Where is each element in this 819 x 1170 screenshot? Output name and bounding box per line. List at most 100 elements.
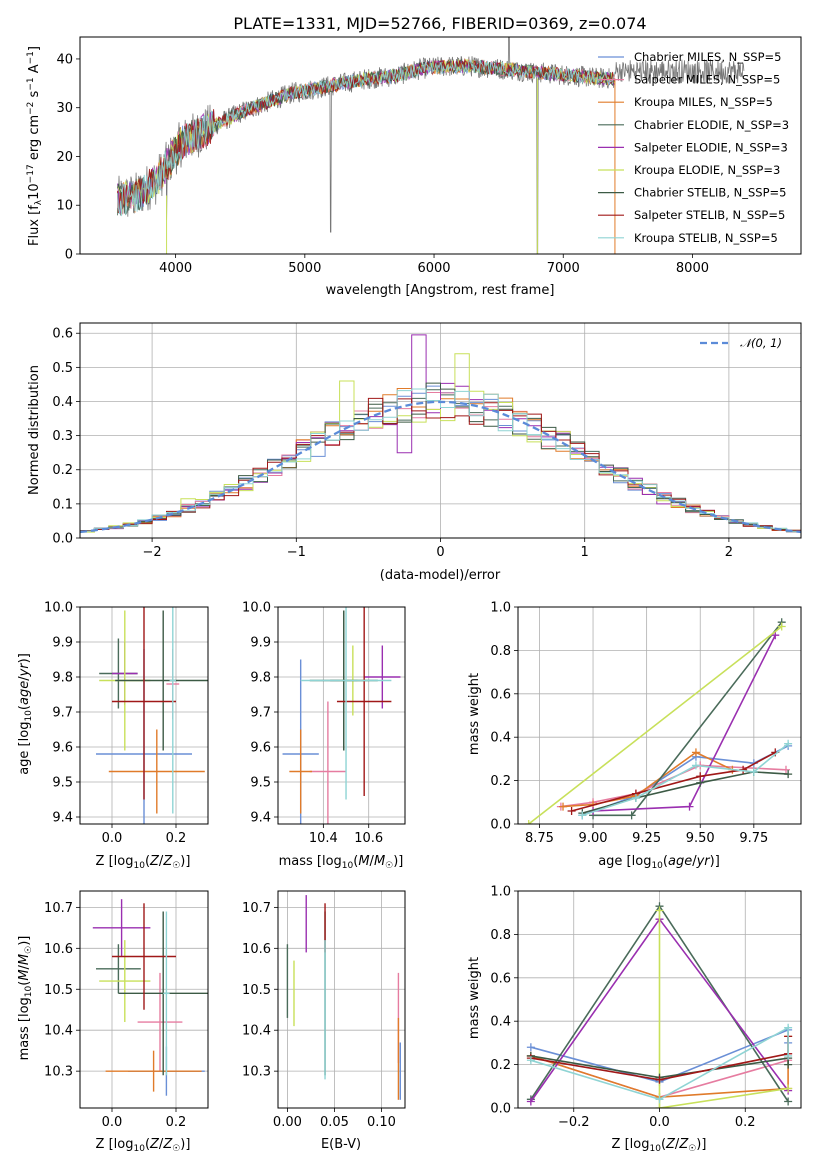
x-tick-label: 0.0 — [102, 831, 123, 846]
x-tick-label: 8000 — [676, 261, 709, 276]
y-tick-label: 10.0 — [242, 601, 271, 616]
y-tick-label: 10.5 — [242, 983, 271, 998]
mZ-xlabel: Z [log10(Z/Z☉)] — [96, 1137, 191, 1154]
ageZ-ylabel: age [log10(age/yr)] — [17, 653, 34, 775]
x-tick-label: 9.50 — [686, 831, 715, 846]
plus-marker — [578, 811, 587, 820]
plus-marker — [567, 806, 576, 815]
age-vs-metallicity-panel: Z [log10(Z/Z☉)] age [log10(age/yr)] 0.0 0… — [17, 601, 209, 871]
y-tick-label: 0.5 — [52, 361, 73, 376]
mass-vs-metallicity-panel: Z [log10(Z/Z☉)] mass [log10(M/M☉)] 0.0 0.… — [17, 890, 209, 1154]
legend-label: Kroupa STELIB, N_SSP=5 — [634, 231, 778, 245]
legend-label: Salpeter STELIB, N_SSP=5 — [634, 208, 785, 222]
mass-vs-ebv-panel: E(B-V) 0.00 0.05 0.10 10.3 10.4 10.5 10.6 10.7 — [242, 890, 406, 1152]
axes-frame — [277, 606, 406, 825]
age-vs-mass-panel: mass [log10(M/M☉)] 10.4 10.6 9.4 9.5 9.6 9.7 9… — [242, 601, 406, 871]
x-tick-label: 9.25 — [632, 831, 661, 846]
plus-marker — [526, 1056, 535, 1065]
plus-marker — [631, 793, 640, 802]
x-tick-label: 2 — [725, 545, 733, 560]
axes-frame — [79, 36, 802, 255]
y-tick-label: 0.6 — [490, 971, 511, 986]
normal-reference-curve — [80, 400, 801, 534]
y-tick-label: 9.7 — [52, 706, 73, 721]
histogram-ylabel: Normed distribution — [27, 365, 42, 495]
plus-marker — [784, 1084, 793, 1093]
y-tick-label: 10 — [56, 199, 73, 214]
y-tick-label: 9.5 — [250, 776, 271, 791]
histogram-step-line — [80, 389, 801, 533]
wZ-ylabel: mass weight — [467, 957, 482, 1039]
axes-frame — [517, 890, 802, 1109]
y-tick-label: 1.0 — [490, 885, 511, 900]
y-tick-label: 40 — [56, 52, 73, 67]
x-tick-label: 10.4 — [309, 831, 338, 846]
plus-marker — [526, 1097, 535, 1106]
clipped-group — [524, 618, 793, 824]
histogram-step-line — [80, 353, 801, 533]
plus-marker — [524, 820, 533, 824]
wZ-xlabel: Z [log10(Z/Z☉)] — [612, 1137, 707, 1154]
plus-marker — [784, 1023, 793, 1032]
y-tick-label: 9.4 — [52, 811, 73, 826]
weight-vs-metallicity-panel: Z [log10(Z/Z☉)] mass weight −0.2 0.0 0.2 0.… — [467, 885, 802, 1154]
y-tick-label: 10.7 — [44, 901, 73, 916]
x-tick-label: 5000 — [288, 261, 321, 276]
y-tick-label: 10.0 — [44, 601, 73, 616]
plus-marker — [784, 770, 793, 779]
y-tick-label: 10.4 — [44, 1024, 73, 1039]
x-tick-label: 0.0 — [649, 1115, 670, 1130]
spectrum-ylabel: Flux [fλ10−17 erg cm−2 s−1 A−1] — [26, 46, 44, 246]
x-tick-label: 10.6 — [354, 831, 383, 846]
y-tick-label: 10.6 — [44, 942, 73, 957]
y-tick-label: 0.8 — [490, 644, 511, 659]
spectrum-legend: Chabrier MILES, N_SSP=5 Salpeter MILES, N… — [598, 50, 789, 245]
y-tick-label: 0.8 — [490, 928, 511, 943]
x-tick-label: 7000 — [547, 261, 580, 276]
plus-marker — [781, 765, 790, 774]
x-tick-label: 9.75 — [739, 831, 768, 846]
clipped-group — [117, 37, 745, 254]
mZ-plot-area: 0.0 0.2 10.3 10.4 10.5 10.6 10.7 — [44, 890, 209, 1130]
y-tick-label: 0.2 — [490, 774, 511, 789]
plus-marker — [655, 1095, 664, 1104]
residual-histogram-panel: (data-model)/error Normed distribution −… — [27, 322, 802, 583]
clipped-group — [92, 899, 208, 1096]
x-tick-label: −1 — [287, 545, 306, 560]
axes-frame — [517, 606, 802, 825]
histogram-step-line — [80, 382, 801, 531]
mass-weight-line — [528, 625, 783, 824]
x-tick-label: 0.10 — [367, 1115, 396, 1130]
y-tick-label: 1.0 — [490, 601, 511, 616]
mZ-ylabel: mass [log10(M/M☉)] — [17, 936, 34, 1061]
y-tick-label: 0.4 — [490, 731, 511, 746]
axes-frame — [79, 322, 802, 539]
spectrum-xlabel: wavelength [Angstrom, rest frame] — [326, 283, 555, 298]
axes-frame — [79, 890, 209, 1109]
plus-marker — [559, 802, 568, 811]
x-tick-label: 0.0 — [102, 1115, 123, 1130]
wZ-plot-area: −0.2 0.0 0.2 0.0 0.2 0.4 0.6 0.8 1.0 — [490, 885, 802, 1130]
y-tick-label: 0.6 — [52, 327, 73, 342]
plus-marker — [526, 1043, 535, 1052]
y-tick-label: 9.9 — [250, 636, 271, 651]
y-tick-label: 0.6 — [490, 687, 511, 702]
x-tick-label: −2 — [143, 545, 162, 560]
wAge-plot-area: 8.75 9.00 9.25 9.50 9.75 0.0 0.2 0.4 0.6 0.8 1.0 — [490, 601, 802, 846]
x-tick-label: 0.05 — [320, 1115, 349, 1130]
legend-label: Salpeter ELODIE, N_SSP=3 — [634, 140, 788, 154]
axes-frame — [79, 606, 209, 825]
plus-marker — [784, 739, 793, 748]
y-tick-label: 10.4 — [242, 1024, 271, 1039]
mE-plot-area: 0.00 0.05 0.10 10.3 10.4 10.5 10.6 10.7 — [242, 890, 406, 1130]
plus-marker — [777, 622, 786, 631]
mass-weight-line — [658, 910, 789, 1108]
y-tick-label: 0.0 — [490, 1102, 511, 1117]
axes-frame — [277, 890, 406, 1109]
histogram-step-line — [80, 397, 801, 532]
x-tick-label: 9.00 — [579, 831, 608, 846]
ageZ-xlabel: Z [log10(Z/Z☉)] — [96, 854, 191, 871]
plus-marker — [691, 761, 700, 770]
y-tick-label: 9.6 — [52, 741, 73, 756]
x-tick-label: 0.2 — [166, 831, 187, 846]
